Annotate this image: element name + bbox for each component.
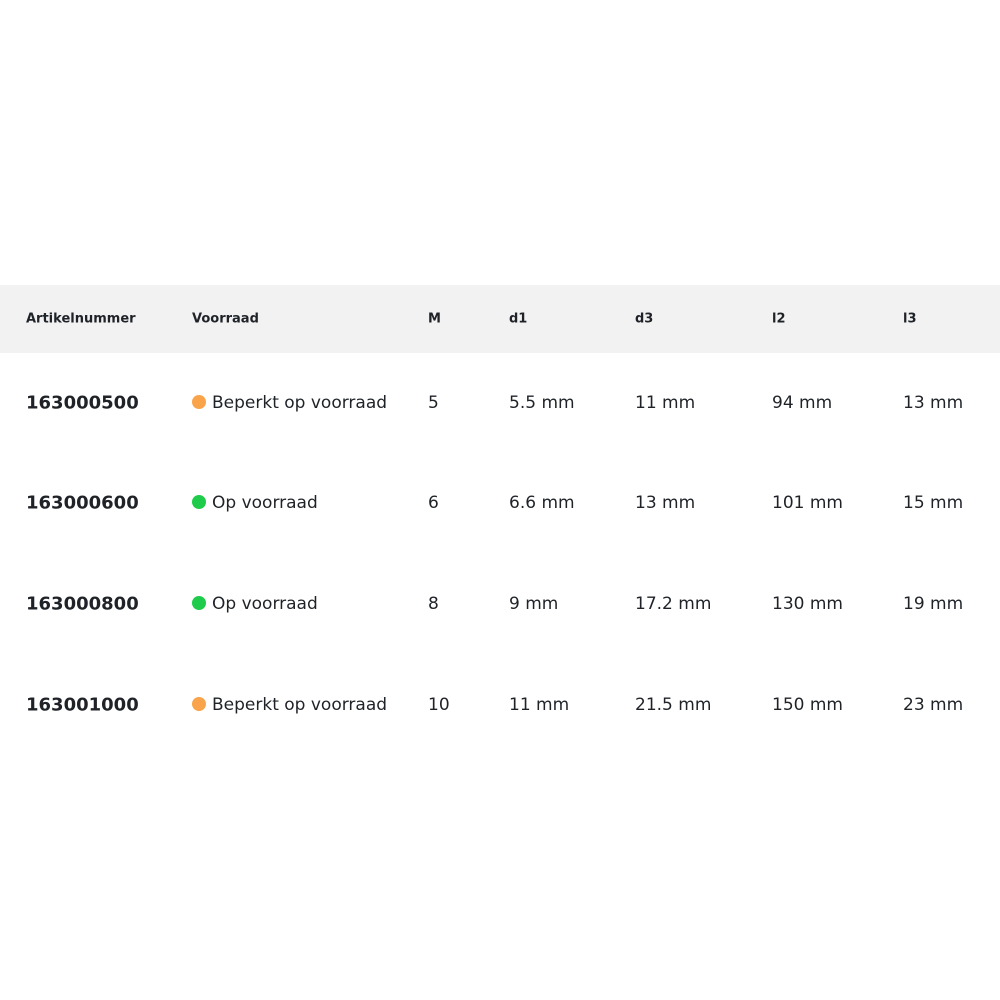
cell-stock: Op voorraad: [192, 493, 318, 513]
cell-stock: Beperkt op voorraad: [192, 393, 387, 413]
cell-l3: 23 mm: [903, 695, 964, 715]
stock-status-dot-icon: [192, 495, 206, 509]
stock-status-dot-icon: [192, 697, 206, 711]
column-header-d3[interactable]: d3: [635, 311, 654, 327]
cell-M: 8: [428, 594, 439, 614]
cell-l3: 13 mm: [903, 393, 964, 413]
cell-d3: 21.5 mm: [635, 695, 712, 715]
cell-d3: 13 mm: [635, 493, 696, 513]
cell-l2: 150 mm: [772, 695, 843, 715]
stock-label: Op voorraad: [212, 493, 318, 513]
column-header-l2[interactable]: l2: [772, 311, 786, 327]
cell-d1: 6.6 mm: [509, 493, 575, 513]
stock-label: Beperkt op voorraad: [212, 393, 388, 413]
cell-stock: Beperkt op voorraad: [192, 695, 387, 715]
stock-status-dot-icon: [192, 596, 206, 610]
column-header-d1[interactable]: d1: [509, 311, 528, 327]
cell-d1: 5.5 mm: [509, 393, 575, 413]
cell-l2: 94 mm: [772, 393, 833, 413]
stock-label: Op voorraad: [212, 594, 318, 614]
cell-d1: 11 mm: [509, 695, 570, 715]
column-header-l3[interactable]: l3: [903, 311, 917, 327]
cell-art[interactable]: 163001000: [26, 694, 139, 716]
cell-M: 10: [428, 695, 450, 715]
cell-d3: 17.2 mm: [635, 594, 712, 614]
cell-d1: 9 mm: [509, 594, 559, 614]
cell-M: 6: [428, 493, 439, 513]
cell-art[interactable]: 163000600: [26, 492, 139, 514]
column-header-M[interactable]: M: [428, 311, 441, 327]
column-header-stock[interactable]: Voorraad: [192, 311, 259, 327]
stock-status-dot-icon: [192, 395, 206, 409]
cell-art[interactable]: 163000800: [26, 593, 139, 615]
stock-label: Beperkt op voorraad: [212, 695, 388, 715]
cell-l2: 130 mm: [772, 594, 843, 614]
cell-d3: 11 mm: [635, 393, 696, 413]
cell-l3: 15 mm: [903, 493, 964, 513]
cell-stock: Op voorraad: [192, 594, 318, 614]
cell-art[interactable]: 163000500: [26, 392, 139, 414]
cell-l2: 101 mm: [772, 493, 843, 513]
column-header-art[interactable]: Artikelnummer: [26, 311, 136, 327]
cell-M: 5: [428, 393, 439, 413]
cell-l3: 19 mm: [903, 594, 964, 614]
